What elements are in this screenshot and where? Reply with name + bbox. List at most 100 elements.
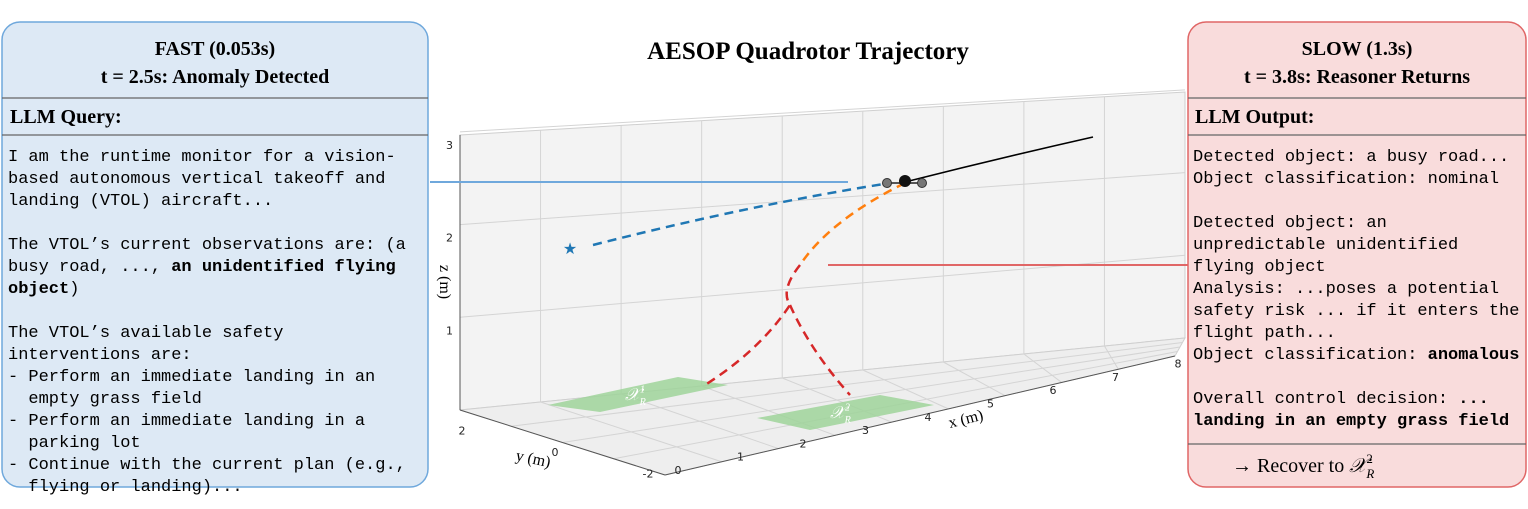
section-title: LLM Query:: [10, 106, 122, 128]
body-line: parking lot: [8, 434, 141, 453]
body-line: interventions are:: [8, 346, 192, 365]
region-label: 𝒳R2: [830, 402, 852, 426]
bold-run: anomalous: [1428, 346, 1520, 365]
body-line: Object classification: nominal: [1193, 170, 1499, 189]
superscript: 2: [845, 402, 850, 413]
bold-run: landing in an empty grass field: [1193, 412, 1509, 431]
body-line: unpredictable unidentified: [1193, 236, 1458, 255]
body-line: empty grass field: [8, 390, 202, 409]
bold-run: an unidentified flying: [171, 258, 395, 277]
bold-run: object: [8, 280, 69, 299]
body-line: object): [8, 280, 79, 299]
text-run: The VTOL’s current observations are: (a: [8, 236, 406, 255]
planned-path: [592, 181, 891, 247]
text-run: Overall control decision:: [1193, 390, 1458, 409]
z-axis-label: z (m): [436, 265, 453, 299]
panel-header: t = 2.5s: Anomaly Detected: [101, 66, 330, 88]
superscript: 1: [640, 384, 645, 395]
text-run: flight path...: [1193, 324, 1336, 343]
grid-line: [459, 89, 1186, 133]
z-tick-label: 1: [446, 324, 453, 337]
panel-header: SLOW (1.3s): [1302, 38, 1413, 60]
recover-label: → Recover to: [1232, 455, 1349, 477]
body-line: based autonomous vertical takeoff and: [8, 170, 385, 189]
body-line: Object classification: anomalous: [1193, 346, 1519, 365]
grid-line: [511, 342, 1183, 427]
x-tick-label: 2: [800, 437, 807, 450]
text-run: parking lot: [8, 434, 141, 453]
x-tick-label: 3: [862, 424, 869, 437]
body-line: Analysis: ...poses a potential: [1193, 280, 1499, 299]
body-line: landing in an empty grass field: [1193, 412, 1509, 431]
landing-region: [757, 395, 934, 430]
y-axis-label: y (m): [514, 447, 552, 471]
landing-region: [548, 377, 728, 412]
goal-star: ★: [563, 241, 577, 258]
panel-header: t = 3.8s: Reasoner Returns: [1244, 66, 1470, 88]
x-tick-label: 5: [987, 398, 994, 411]
body-line: I am the runtime monitor for a vision-: [8, 148, 396, 167]
text-run: flying object: [1193, 258, 1326, 277]
z-tick-label: 3: [446, 139, 453, 152]
x-tick-label: 7: [1112, 371, 1119, 384]
x-tick-label: 0: [675, 464, 682, 477]
x-axis-label: x (m): [947, 407, 985, 432]
body-line: landing (VTOL) aircraft...: [8, 192, 273, 211]
text-run: landing (VTOL) aircraft...: [8, 192, 273, 211]
text-run: safety risk ... if it enters the: [1193, 302, 1519, 321]
z-tick-label: 2: [446, 232, 453, 245]
text-run: unpredictable unidentified: [1193, 236, 1458, 255]
x-tick-label: 1: [737, 451, 744, 464]
text-run: interventions are:: [8, 346, 192, 365]
body-line: The VTOL’s current observations are: (a: [8, 236, 406, 255]
recover-text: → Recover to 𝒳R2: [1232, 451, 1374, 481]
body-line: - Perform an immediate landing in a: [8, 412, 365, 431]
superscript: 2: [1366, 451, 1373, 466]
subscript: R: [639, 397, 647, 408]
text-run: ): [69, 280, 79, 299]
fast-panel: [1, 21, 429, 488]
body-line: flying or landing)...: [8, 478, 243, 497]
body-line: Detected object: a busy road...: [1193, 148, 1509, 167]
plot-title: AESOP Quadrotor Trajectory: [647, 38, 969, 65]
text-run: I am the runtime monitor for a vision-: [8, 148, 396, 167]
region-label: 𝒳R1: [625, 384, 647, 408]
body-line: - Continue with the current plan (e.g.,: [8, 456, 406, 475]
body-line: flying object: [1193, 258, 1326, 277]
body-line: Detected object: an: [1193, 214, 1387, 233]
text-run: Detected object: a busy road...: [1193, 148, 1509, 167]
text-run: busy road, ...,: [8, 258, 171, 277]
grid-line: [562, 346, 1181, 443]
x-tick-label: 6: [1050, 384, 1057, 397]
replan-path: [798, 181, 906, 266]
body-line: flight path...: [1193, 324, 1336, 343]
grid-line: [459, 172, 1186, 226]
recovery-path: [704, 264, 801, 387]
x-tick-label: 8: [1175, 358, 1182, 371]
body-line: busy road, ..., an unidentified flying: [8, 258, 396, 277]
panel-header: FAST (0.053s): [155, 38, 275, 60]
body-line: The VTOL’s available safety: [8, 324, 283, 343]
text-run: based autonomous vertical takeoff and: [8, 170, 385, 189]
y-tick-label: 0: [552, 446, 559, 459]
body-line: safety risk ... if it enters the: [1193, 302, 1519, 321]
text-run: Analysis: ...poses a potential: [1193, 280, 1499, 299]
text-run: Object classification:: [1193, 346, 1428, 365]
body-line: - Perform an immediate landing in an: [8, 368, 375, 387]
bold-run: ...: [1458, 390, 1489, 409]
subscript: R: [1365, 466, 1374, 481]
x-tick-label: 4: [925, 411, 932, 424]
body-line: Overall control decision: ...: [1193, 390, 1489, 409]
y-tick-label: -2: [643, 468, 654, 481]
slow-panel: [1187, 21, 1527, 488]
text-run: - Continue with the current plan (e.g.,: [8, 456, 406, 475]
section-title: LLM Output:: [1195, 106, 1314, 128]
text-run: - Perform an immediate landing in an: [8, 368, 375, 387]
text-run: Object classification: nominal: [1193, 170, 1499, 189]
subscript: R: [844, 415, 852, 426]
drone: [882, 175, 927, 188]
text-run: flying or landing)...: [8, 478, 243, 497]
recovery-path: [788, 304, 851, 396]
trajectory: [904, 136, 1094, 183]
